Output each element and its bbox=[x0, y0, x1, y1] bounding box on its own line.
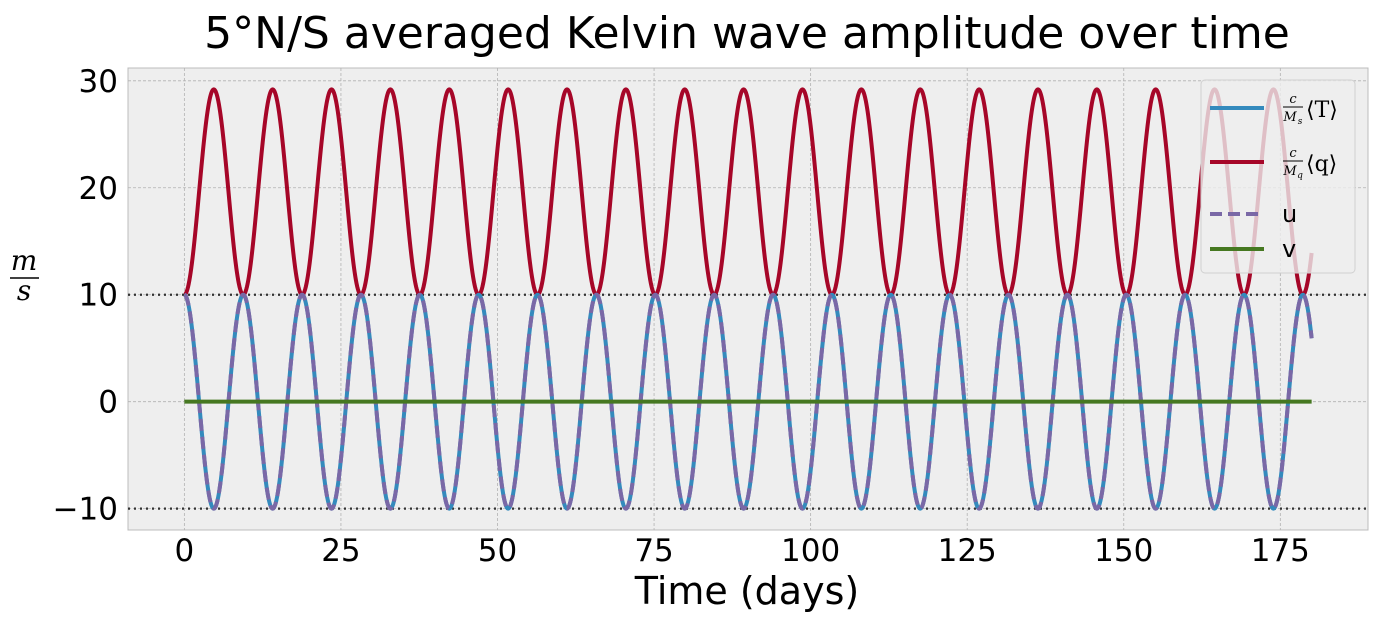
x-tick-label: 150 bbox=[1094, 533, 1153, 569]
chart-title: 5°N/S averaged Kelvin wave amplitude ove… bbox=[204, 8, 1290, 59]
x-tick-label: 25 bbox=[321, 533, 360, 569]
legend-box bbox=[1200, 79, 1356, 274]
y-tick-label: 20 bbox=[79, 171, 118, 207]
legend-label-v: v bbox=[1282, 235, 1296, 263]
reference-lines bbox=[128, 293, 1368, 510]
legend-frac-num-T: c bbox=[1289, 92, 1297, 107]
x-tick-label: 100 bbox=[781, 533, 840, 569]
y-axis-label-den: s bbox=[17, 274, 31, 307]
y-axis-label: m s bbox=[10, 244, 39, 307]
y-tick-label: 10 bbox=[79, 278, 118, 314]
series-line-u bbox=[182, 292, 1314, 511]
legend: c M s ⟨T⟩ c M q ⟨q⟩ u v bbox=[1200, 79, 1356, 274]
legend-label-u: u bbox=[1282, 200, 1297, 228]
legend-frac-sub-T: s bbox=[1298, 117, 1303, 127]
series-group bbox=[182, 87, 1314, 511]
legend-label-q: c M q ⟨q⟩ bbox=[1282, 146, 1337, 181]
series-line-q bbox=[182, 87, 1314, 297]
legend-body-q: ⟨q⟩ bbox=[1306, 152, 1337, 177]
legend-label-T: c M s ⟨T⟩ bbox=[1282, 92, 1338, 127]
x-tick-label: 125 bbox=[938, 533, 997, 569]
x-tick-label: 50 bbox=[478, 533, 517, 569]
x-tick-label: 0 bbox=[174, 533, 194, 569]
y-axis-label-num: m bbox=[11, 244, 38, 277]
x-tick-label: 75 bbox=[634, 533, 673, 569]
y-tick-label: 0 bbox=[98, 385, 118, 421]
legend-frac-num-q: c bbox=[1289, 146, 1297, 161]
x-tick-label: 175 bbox=[1251, 533, 1310, 569]
y-ticks: −10 0 10 20 30 bbox=[53, 64, 118, 528]
x-axis-label: Time (days) bbox=[634, 569, 859, 613]
x-ticks: 0 25 50 75 100 125 150 175 bbox=[174, 533, 1309, 569]
y-tick-label: −10 bbox=[53, 492, 118, 528]
legend-frac-den-q: M bbox=[1282, 164, 1297, 179]
legend-frac-sub-q: q bbox=[1297, 171, 1303, 181]
legend-body-T: ⟨T⟩ bbox=[1306, 98, 1338, 123]
y-tick-label: 30 bbox=[79, 64, 118, 100]
legend-frac-den-T: M bbox=[1282, 110, 1297, 125]
plot-area bbox=[127, 67, 1369, 531]
